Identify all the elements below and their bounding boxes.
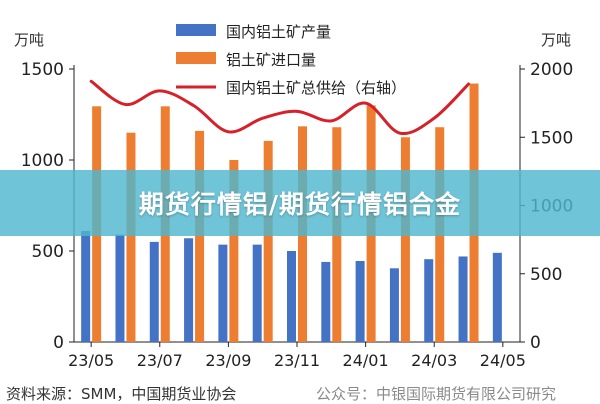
x-tick-label: 23/09 <box>205 351 251 370</box>
bar-production <box>321 261 331 342</box>
bar-production <box>184 238 194 342</box>
bar-production <box>355 261 365 342</box>
bar-production <box>492 252 502 342</box>
bar-production <box>149 241 159 342</box>
legend-swatch-production <box>176 24 216 36</box>
bar-production <box>115 234 125 342</box>
legend-label: 国内铝土矿产量 <box>226 23 331 41</box>
legend-swatch-import <box>176 52 216 64</box>
bar-production <box>389 268 399 342</box>
left-tick-label: 1500 <box>21 60 64 80</box>
x-tick-label: 23/11 <box>274 351 320 370</box>
title-overlay-band: 期货行情铝/期货行情铝合金 <box>0 170 600 236</box>
footer-watermark: 公众号：中银国际期货有限公司研究 <box>316 385 557 401</box>
legend-label: 国内铝土矿总供给（右轴） <box>226 79 406 97</box>
left-tick-label: 0 <box>53 333 64 353</box>
bar-import <box>126 132 136 342</box>
bar-production <box>287 251 296 342</box>
bar-production <box>252 244 262 342</box>
left-tick-label: 1000 <box>21 151 64 171</box>
left-axis-unit: 万吨 <box>14 31 44 49</box>
right-tick-label: 1500 <box>530 128 573 148</box>
x-tick-label: 23/07 <box>137 351 183 370</box>
x-tick-label: 24/05 <box>480 351 526 370</box>
supply-line <box>89 79 471 136</box>
overlay-title: 期货行情铝/期货行情铝合金 <box>138 190 462 219</box>
bar-production <box>424 259 434 342</box>
legend-label: 铝土矿进口量 <box>226 51 316 69</box>
bar-import <box>263 140 273 342</box>
bar-production <box>218 244 228 342</box>
footer-source: 资料来源：SMM，中国期货业协会 <box>6 385 237 401</box>
supply-line-layer <box>89 79 471 136</box>
x-tick-label: 23/05 <box>68 351 114 370</box>
x-tick-label: 24/01 <box>343 351 389 370</box>
bar-import <box>400 137 410 342</box>
right-tick-label: 0 <box>530 333 541 353</box>
right-tick-label: 500 <box>530 265 562 285</box>
right-axis-unit: 万吨 <box>541 31 571 49</box>
bar-production <box>458 256 468 342</box>
footer: 资料来源：SMM，中国期货业协会 公众号：中银国际期货有限公司研究 <box>6 383 596 401</box>
bar-import <box>195 130 205 342</box>
bar-production <box>81 230 91 342</box>
x-tick-label: 24/03 <box>411 351 457 370</box>
left-tick-label: 500 <box>32 242 64 262</box>
right-tick-label: 2000 <box>530 60 573 80</box>
bar-import <box>229 160 239 342</box>
